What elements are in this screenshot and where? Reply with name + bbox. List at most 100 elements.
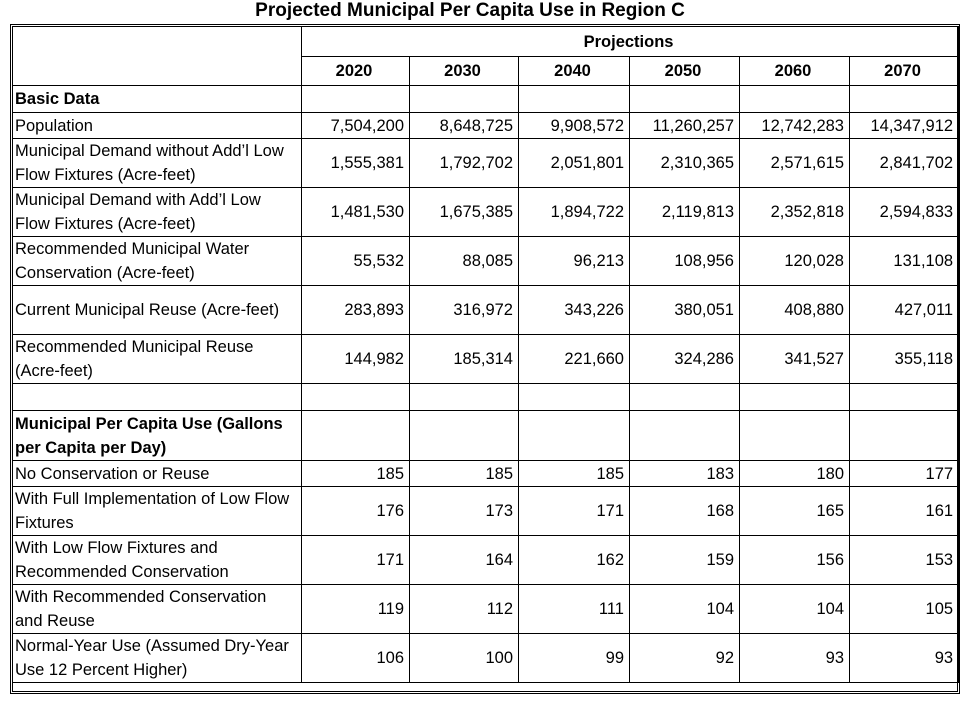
row-label: Recommended Municipal Water Conservation… bbox=[12, 236, 302, 286]
cell-value: 159 bbox=[629, 535, 740, 585]
cell-value: 185 bbox=[518, 460, 630, 487]
table-title: Projected Municipal Per Capita Use in Re… bbox=[255, 0, 685, 21]
row-label: Population bbox=[12, 112, 302, 139]
year-header: 2070 bbox=[848, 56, 960, 86]
cell-value: 1,555,381 bbox=[301, 138, 410, 188]
cell-value: 161 bbox=[848, 486, 960, 536]
cell-value: 7,504,200 bbox=[301, 112, 410, 139]
cell-value: 171 bbox=[518, 486, 630, 536]
cell-value: 2,051,801 bbox=[518, 138, 630, 188]
cell-value: 173 bbox=[409, 486, 519, 536]
year-header: 2050 bbox=[629, 56, 740, 86]
cell-value: 104 bbox=[739, 584, 850, 634]
cell-value: 100 bbox=[409, 633, 519, 683]
cell-value: 104 bbox=[629, 584, 740, 634]
cell-value: 316,972 bbox=[409, 285, 519, 335]
cell-value: 180 bbox=[739, 460, 850, 487]
table-row: Recommended Municipal Water Conservation… bbox=[12, 236, 960, 286]
cell-value: 324,286 bbox=[629, 334, 740, 384]
cell-value: 176 bbox=[301, 486, 410, 536]
cell-value: 92 bbox=[629, 633, 740, 683]
cell-value: 341,527 bbox=[739, 334, 850, 384]
header-row-projections: Projections bbox=[12, 26, 960, 86]
cell-value: 283,893 bbox=[301, 285, 410, 335]
table-row: Municipal Demand without Add’l Low Flow … bbox=[12, 138, 960, 188]
cell-value: 14,347,912 bbox=[848, 112, 960, 139]
cell-value: 408,880 bbox=[739, 285, 850, 335]
row-label: Current Municipal Reuse (Acre-feet) bbox=[12, 285, 302, 335]
cell-value: 12,742,283 bbox=[739, 112, 850, 139]
table-row: With Full Implementation of Low Flow Fix… bbox=[12, 486, 960, 536]
cell-value: 1,894,722 bbox=[518, 187, 630, 237]
cell-value: 171 bbox=[301, 535, 410, 585]
cell-value: 2,594,833 bbox=[848, 187, 960, 237]
cell-value: 153 bbox=[848, 535, 960, 585]
cell-value: 164 bbox=[409, 535, 519, 585]
row-label: Normal-Year Use (Assumed Dry-Year Use 12… bbox=[12, 633, 302, 683]
table-row: Municipal Demand with Add’l Low Flow Fix… bbox=[12, 187, 960, 237]
cell-value: 2,841,702 bbox=[848, 138, 960, 188]
cell-value: 55,532 bbox=[301, 236, 410, 286]
cell-value: 343,226 bbox=[518, 285, 630, 335]
cell-value: 11,260,257 bbox=[629, 112, 740, 139]
cell-value: 111 bbox=[518, 584, 630, 634]
row-label: Recommended Municipal Reuse (Acre-feet) bbox=[12, 334, 302, 384]
table-row: Population 7,504,200 8,648,725 9,908,572… bbox=[12, 112, 960, 139]
cell-value: 162 bbox=[518, 535, 630, 585]
per-capita-table: Projections 2020 2030 2040 2050 2060 207… bbox=[12, 26, 960, 683]
projections-header: Projections bbox=[300, 26, 960, 57]
cell-value: 355,118 bbox=[848, 334, 960, 384]
cell-value: 99 bbox=[518, 633, 630, 683]
cell-value: 177 bbox=[848, 460, 960, 487]
cell-value: 427,011 bbox=[848, 285, 960, 335]
cell-value: 2,352,818 bbox=[739, 187, 850, 237]
table-row: With Recommended Conservation and Reuse … bbox=[12, 584, 960, 634]
cell-value: 9,908,572 bbox=[518, 112, 630, 139]
cell-value: 221,660 bbox=[518, 334, 630, 384]
cell-value: 108,956 bbox=[629, 236, 740, 286]
table-row: Normal-Year Use (Assumed Dry-Year Use 12… bbox=[12, 633, 960, 683]
section-row-basic-data: Basic Data bbox=[12, 85, 960, 113]
row-label: Municipal Demand without Add’l Low Flow … bbox=[12, 138, 302, 188]
table-row: Recommended Municipal Reuse (Acre-feet) … bbox=[12, 334, 960, 384]
year-header: 2060 bbox=[739, 56, 850, 86]
row-label: Municipal Demand with Add’l Low Flow Fix… bbox=[12, 187, 302, 237]
cell-value: 93 bbox=[739, 633, 850, 683]
cell-value: 144,982 bbox=[301, 334, 410, 384]
cell-value: 131,108 bbox=[848, 236, 960, 286]
cell-value: 119 bbox=[301, 584, 410, 634]
row-label: With Full Implementation of Low Flow Fix… bbox=[12, 486, 302, 536]
header-corner-cell bbox=[12, 26, 302, 86]
cell-value: 106 bbox=[301, 633, 410, 683]
cell-value: 185,314 bbox=[409, 334, 519, 384]
cell-value: 8,648,725 bbox=[409, 112, 519, 139]
cell-value: 185 bbox=[409, 460, 519, 487]
cell-value: 96,213 bbox=[518, 236, 630, 286]
header-row-years: 2020 2030 2040 2050 2060 2070 bbox=[13, 56, 960, 86]
cell-value: 112 bbox=[409, 584, 519, 634]
year-header: 2020 bbox=[301, 56, 410, 86]
section-label-basic-data: Basic Data bbox=[12, 85, 302, 113]
cell-value: 1,675,385 bbox=[409, 187, 519, 237]
cell-value: 2,119,813 bbox=[629, 187, 740, 237]
section-label-per-capita: Municipal Per Capita Use (Gallons per Ca… bbox=[12, 410, 302, 461]
cell-value: 380,051 bbox=[629, 285, 740, 335]
cell-value: 185 bbox=[301, 460, 410, 487]
cell-value: 1,792,702 bbox=[409, 138, 519, 188]
cell-value: 2,310,365 bbox=[629, 138, 740, 188]
cell-value: 165 bbox=[739, 486, 850, 536]
cell-value: 120,028 bbox=[739, 236, 850, 286]
row-label: With Recommended Conservation and Reuse bbox=[12, 584, 302, 634]
row-label: No Conservation or Reuse bbox=[12, 460, 302, 487]
table-row: No Conservation or Reuse 185 185 185 183… bbox=[12, 460, 960, 487]
cell-value: 156 bbox=[739, 535, 850, 585]
cell-value: 105 bbox=[848, 584, 960, 634]
cell-value: 93 bbox=[848, 633, 960, 683]
year-header: 2040 bbox=[518, 56, 630, 86]
row-label: With Low Flow Fixtures and Recommended C… bbox=[12, 535, 302, 585]
cell-value: 1,481,530 bbox=[301, 187, 410, 237]
cell-value: 88,085 bbox=[409, 236, 519, 286]
table-row: With Low Flow Fixtures and Recommended C… bbox=[12, 535, 960, 585]
spacer-row bbox=[12, 383, 960, 411]
cell-value: 183 bbox=[629, 460, 740, 487]
